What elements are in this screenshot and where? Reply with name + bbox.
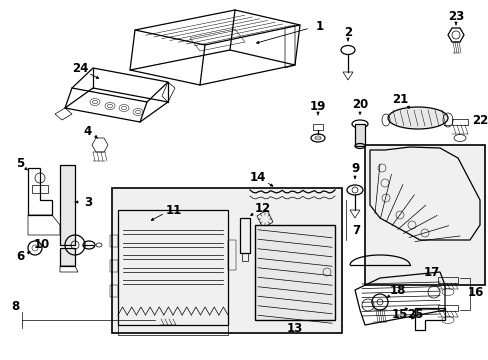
Text: 19: 19 [309, 99, 325, 113]
Text: 8: 8 [11, 301, 19, 314]
Text: 3: 3 [84, 195, 92, 208]
Text: 17: 17 [423, 266, 439, 279]
Text: 9: 9 [350, 162, 358, 175]
Bar [240, 218, 249, 253]
Bar [364, 145, 484, 285]
Text: 23: 23 [447, 9, 463, 23]
Bar [242, 253, 247, 261]
Bar [354, 124, 364, 146]
Text: 24: 24 [72, 62, 88, 75]
Bar [60, 248, 75, 266]
Bar [110, 235, 118, 247]
Text: 4: 4 [84, 125, 92, 138]
Bar [227, 240, 236, 270]
Text: 13: 13 [286, 321, 303, 334]
Text: 16: 16 [467, 285, 483, 298]
Text: 25: 25 [406, 309, 422, 321]
Text: 5: 5 [16, 157, 24, 170]
Text: 10: 10 [34, 238, 50, 251]
Bar [254, 225, 334, 320]
Text: 21: 21 [391, 93, 407, 105]
Text: 22: 22 [471, 113, 487, 126]
Text: 11: 11 [165, 203, 182, 216]
Text: 14: 14 [249, 171, 265, 184]
Bar [112, 188, 341, 333]
Text: 2: 2 [343, 26, 351, 39]
Text: 20: 20 [351, 98, 367, 111]
Text: 1: 1 [315, 19, 324, 32]
Bar [60, 165, 75, 245]
Text: 15: 15 [391, 309, 407, 321]
Text: 12: 12 [254, 202, 270, 215]
Text: 6: 6 [16, 249, 24, 262]
Bar [118, 210, 227, 325]
Text: 18: 18 [389, 284, 406, 297]
Bar [110, 285, 118, 297]
Bar [32, 185, 48, 193]
Bar [110, 260, 118, 272]
Text: 7: 7 [351, 224, 359, 237]
Ellipse shape [387, 107, 447, 129]
